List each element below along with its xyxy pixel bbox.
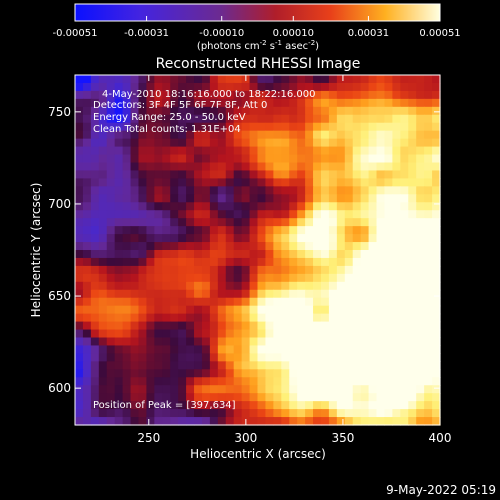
info-line: Energy Range: 25.0 - 50.0 keV (93, 112, 246, 123)
x-tick-label: 300 (234, 431, 257, 445)
plot-frame (74, 74, 441, 426)
x-tick-label: 400 (429, 431, 452, 445)
info-line: 4-May-2010 18:16:16.000 to 18:22:16.000 (102, 89, 315, 100)
peak-label: Position of Peak = [397,634] (93, 400, 236, 411)
info-box: 4-May-2010 18:16:16.000 to 18:22:16.000D… (93, 89, 315, 135)
y-tick-label: 650 (48, 289, 71, 303)
colorbar-tick-label: 0.00010 (273, 28, 314, 39)
x-axis-label: Heliocentric X (arcsec) (190, 447, 326, 461)
y-tick-label: 600 (48, 381, 71, 395)
timestamp: 9-May-2022 05:19 (386, 483, 496, 497)
y-axis-label: Heliocentric Y (arcsec) (29, 183, 43, 318)
y-tick-label: 700 (48, 197, 71, 211)
colorbar-tick-label: -0.00031 (124, 28, 169, 39)
info-line: Clean Total counts: 1.31E+04 (93, 124, 241, 135)
info-line: Detectors: 3F 4F 5F 6F 7F 8F, Att 0 (93, 100, 267, 111)
y-tick-label: 750 (48, 105, 71, 119)
chart-title: Reconstructed RHESSI Image (156, 56, 361, 72)
x-tick-label: 250 (137, 431, 160, 445)
x-tick-label: 350 (331, 431, 354, 445)
colorbar-tick-label: -0.00010 (199, 28, 244, 39)
heatmap-image (75, 75, 441, 426)
colorbar-tick-label: -0.00051 (53, 28, 98, 39)
colorbar-tick-label: 0.00031 (348, 28, 389, 39)
colorbar (74, 3, 441, 22)
colorbar-unit-label: (photons cm-2 s-1 asec-2) (197, 39, 319, 52)
colorbar-tick-label: 0.00051 (419, 28, 460, 39)
